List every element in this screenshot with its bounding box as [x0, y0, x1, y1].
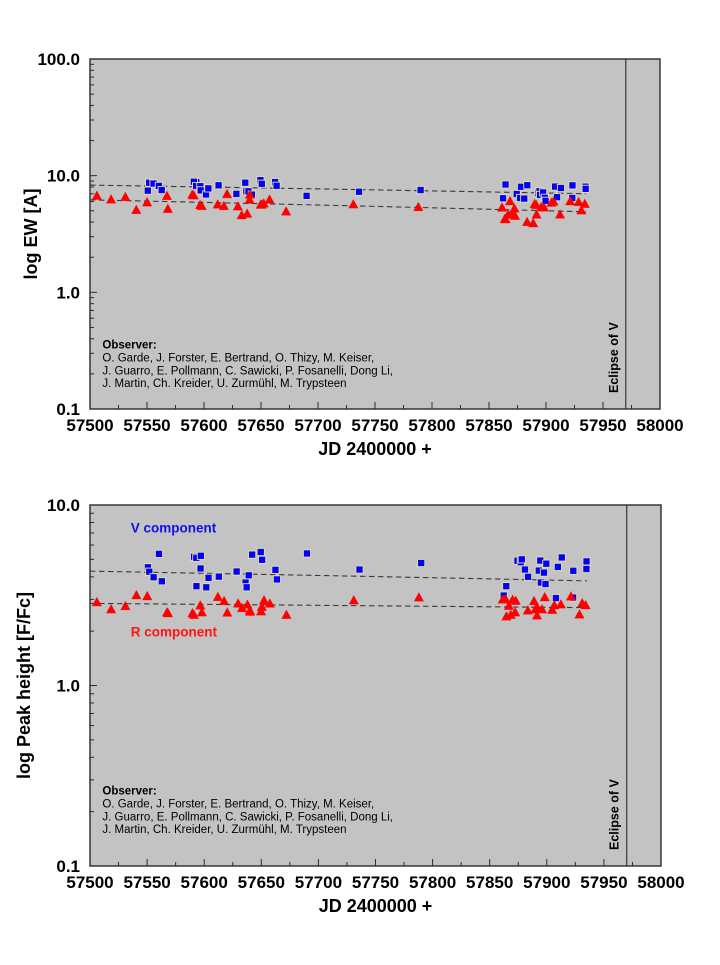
svg-text:Eclipse of V: Eclipse of V: [607, 321, 621, 393]
svg-text:57600: 57600: [180, 416, 227, 435]
svg-text:Observer:: Observer:: [102, 340, 156, 352]
svg-text:57850: 57850: [465, 416, 512, 435]
svg-text:57800: 57800: [409, 873, 456, 892]
svg-text:57650: 57650: [237, 416, 284, 435]
svg-text:57700: 57700: [294, 416, 341, 435]
svg-text:57750: 57750: [351, 416, 398, 435]
svg-text:57900: 57900: [522, 416, 569, 435]
svg-text:57950: 57950: [580, 873, 627, 892]
svg-text:57900: 57900: [523, 873, 570, 892]
svg-text:Eclipse of V: Eclipse of V: [608, 778, 622, 850]
svg-text:Observer:: Observer:: [102, 786, 156, 798]
svg-text:100.0: 100.0: [37, 50, 80, 69]
svg-text:JD 2400000 +: JD 2400000 +: [318, 439, 432, 459]
svg-text:J. Martin, Ch. Kreider, U. Zur: J. Martin, Ch. Kreider, U. Zurmühl, M. T…: [102, 824, 346, 836]
svg-text:57550: 57550: [123, 416, 170, 435]
svg-text:log EW [A]: log EW [A]: [21, 189, 41, 280]
svg-text:10.0: 10.0: [47, 496, 80, 515]
svg-text:57600: 57600: [181, 873, 228, 892]
svg-text:J. Guarro, E. Pollmann, C. Saw: J. Guarro, E. Pollmann, C. Sawicki, P. F…: [102, 365, 393, 377]
svg-text:58000: 58000: [636, 416, 683, 435]
svg-text:O. Garde, J. Forster, E. Bertr: O. Garde, J. Forster, E. Bertrand, O. Th…: [102, 353, 374, 365]
svg-text:57800: 57800: [408, 416, 455, 435]
svg-text:57500: 57500: [66, 873, 113, 892]
svg-text:57750: 57750: [352, 873, 399, 892]
svg-text:JD 2400000 +: JD 2400000 +: [319, 896, 433, 916]
svg-text:1.0: 1.0: [56, 677, 80, 696]
svg-text:57950: 57950: [579, 416, 626, 435]
svg-text:log Peak height [F/Fc]: log Peak height [F/Fc]: [14, 592, 34, 779]
svg-text:O. Garde, J. Forster, E. Bertr: O. Garde, J. Forster, E. Bertrand, O. Th…: [102, 799, 374, 811]
svg-text:57500: 57500: [66, 416, 113, 435]
svg-text:J. Guarro, E. Pollmann, C. Saw: J. Guarro, E. Pollmann, C. Sawicki, P. F…: [102, 811, 393, 823]
svg-text:57850: 57850: [466, 873, 513, 892]
svg-text:1.0: 1.0: [56, 283, 80, 302]
svg-text:58000: 58000: [637, 873, 684, 892]
svg-text:10.0: 10.0: [47, 167, 80, 186]
svg-text:V component: V component: [131, 521, 217, 536]
svg-text:57650: 57650: [238, 873, 285, 892]
svg-text:J. Martin, Ch. Kreider, U. Zur: J. Martin, Ch. Kreider, U. Zurmühl, M. T…: [102, 378, 346, 390]
svg-text:57700: 57700: [295, 873, 342, 892]
svg-text:57550: 57550: [123, 873, 170, 892]
svg-text:R component: R component: [131, 624, 218, 639]
